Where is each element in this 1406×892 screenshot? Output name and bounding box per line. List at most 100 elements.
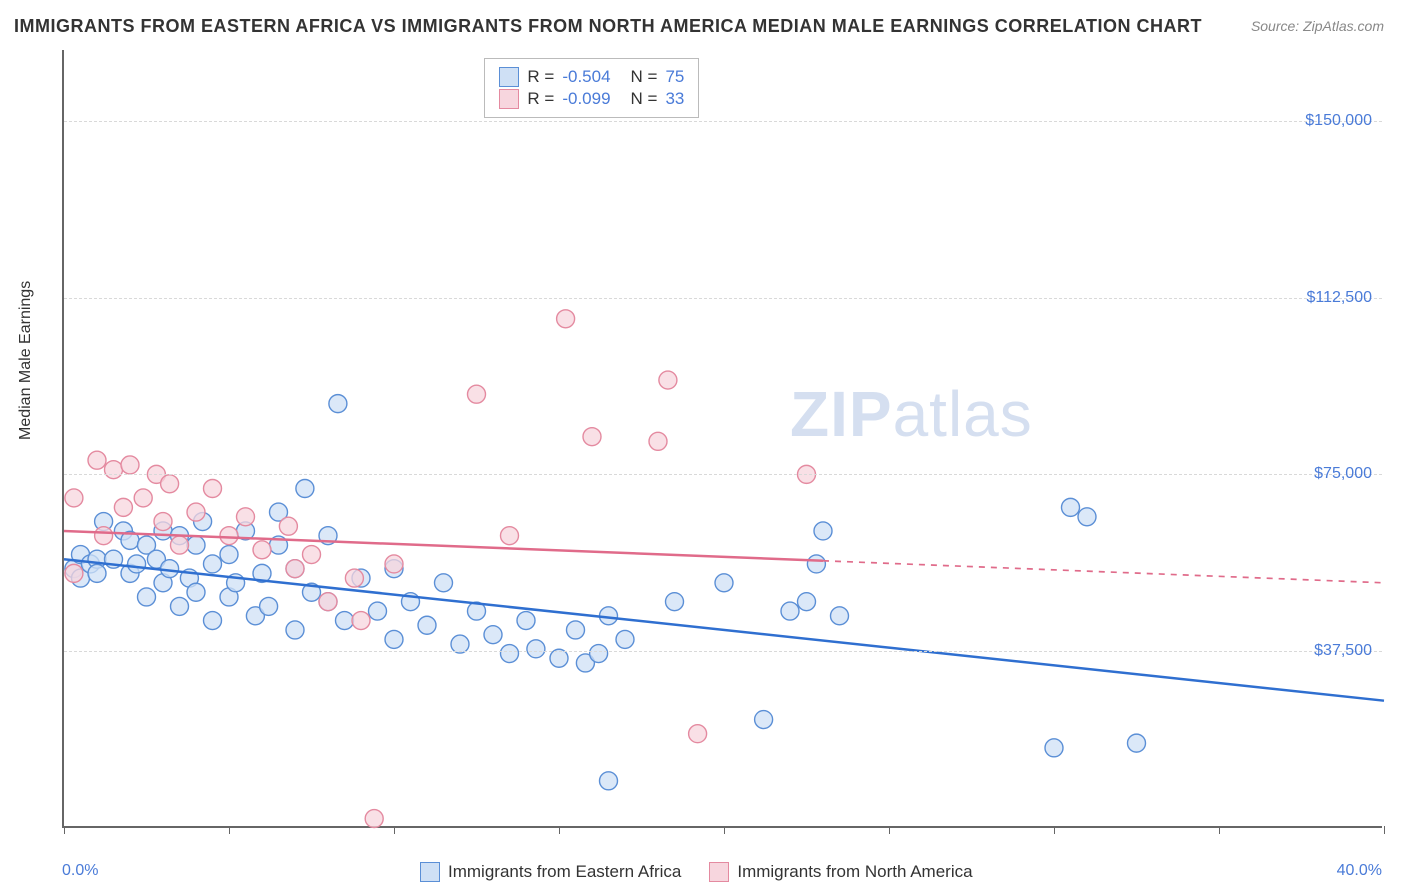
data-point <box>260 597 278 615</box>
data-point <box>204 480 222 498</box>
legend-stat-row: R = -0.504 N = 75 <box>499 67 684 87</box>
data-point <box>138 588 156 606</box>
legend-label: Immigrants from North America <box>737 862 972 882</box>
legend-swatch <box>499 67 519 87</box>
legend-r-value: -0.504 <box>562 67 610 87</box>
data-point <box>385 555 403 573</box>
data-point <box>105 461 123 479</box>
trend-line-dashed <box>823 561 1384 583</box>
data-point <box>286 560 304 578</box>
legend-item: Immigrants from Eastern Africa <box>420 862 681 882</box>
data-point <box>65 489 83 507</box>
data-point <box>187 503 205 521</box>
data-point <box>781 602 799 620</box>
data-point <box>689 725 707 743</box>
data-point <box>329 395 347 413</box>
data-point <box>807 555 825 573</box>
x-tick <box>1219 826 1220 834</box>
correlation-legend: R = -0.504 N = 75 R = -0.099 N = 33 <box>484 58 699 118</box>
legend-n-value: 75 <box>665 67 684 87</box>
data-point <box>583 428 601 446</box>
data-point <box>616 630 634 648</box>
data-point <box>161 475 179 493</box>
data-point <box>204 555 222 573</box>
data-point <box>204 612 222 630</box>
data-point <box>517 612 535 630</box>
data-point <box>590 645 608 663</box>
data-point <box>831 607 849 625</box>
x-tick <box>1384 826 1385 834</box>
legend-swatch <box>499 89 519 109</box>
chart-title: IMMIGRANTS FROM EASTERN AFRICA VS IMMIGR… <box>14 16 1202 37</box>
x-axis-min-label: 0.0% <box>62 862 98 880</box>
data-point <box>303 546 321 564</box>
data-point <box>88 564 106 582</box>
legend-swatch <box>709 862 729 882</box>
data-point <box>286 621 304 639</box>
x-tick <box>394 826 395 834</box>
legend-n-value: 33 <box>665 89 684 109</box>
data-point <box>88 451 106 469</box>
plot-area: ZIPatlas $37,500$75,000$112,500$150,000 <box>62 50 1382 828</box>
data-point <box>187 536 205 554</box>
data-point <box>600 772 618 790</box>
data-point <box>659 371 677 389</box>
data-point <box>171 536 189 554</box>
x-tick <box>559 826 560 834</box>
gridline-h <box>64 474 1382 475</box>
x-tick <box>724 826 725 834</box>
gridline-h <box>64 298 1382 299</box>
data-point <box>798 593 816 611</box>
data-point <box>501 645 519 663</box>
source-attribution: Source: ZipAtlas.com <box>1251 18 1384 34</box>
data-point <box>121 456 139 474</box>
data-point <box>279 517 297 535</box>
data-point <box>128 555 146 573</box>
data-point <box>237 508 255 526</box>
y-axis-label: Median Male Earnings <box>17 281 35 440</box>
data-point <box>365 810 383 828</box>
data-point <box>649 432 667 450</box>
data-point <box>220 527 238 545</box>
data-point <box>187 583 205 601</box>
y-tick-label: $150,000 <box>1305 112 1372 130</box>
x-tick <box>889 826 890 834</box>
data-point <box>567 621 585 639</box>
data-point <box>154 513 172 531</box>
legend-r-value: -0.099 <box>562 89 610 109</box>
chart-svg <box>64 50 1382 826</box>
data-point <box>557 310 575 328</box>
data-point <box>114 498 132 516</box>
data-point <box>65 564 83 582</box>
data-point <box>468 385 486 403</box>
data-point <box>296 480 314 498</box>
x-tick <box>64 826 65 834</box>
legend-item: Immigrants from North America <box>709 862 972 882</box>
legend-r-label: R = <box>527 89 554 109</box>
legend-n-label: N = <box>631 89 658 109</box>
legend-r-label: R = <box>527 67 554 87</box>
data-point <box>220 546 238 564</box>
data-point <box>1045 739 1063 757</box>
data-point <box>1078 508 1096 526</box>
y-tick-label: $37,500 <box>1314 642 1372 660</box>
data-point <box>253 541 271 559</box>
data-point <box>369 602 387 620</box>
data-point <box>95 527 113 545</box>
data-point <box>418 616 436 634</box>
gridline-h <box>64 121 1382 122</box>
x-tick <box>1054 826 1055 834</box>
data-point <box>501 527 519 545</box>
data-point <box>755 711 773 729</box>
data-point <box>336 612 354 630</box>
data-point <box>814 522 832 540</box>
series-legend: Immigrants from Eastern Africa Immigrants… <box>420 862 973 882</box>
y-tick-label: $75,000 <box>1314 465 1372 483</box>
legend-n-label: N = <box>631 67 658 87</box>
data-point <box>666 593 684 611</box>
data-point <box>319 593 337 611</box>
data-point <box>345 569 363 587</box>
x-axis-max-label: 40.0% <box>1337 862 1382 880</box>
data-point <box>385 630 403 648</box>
legend-stat-row: R = -0.099 N = 33 <box>499 89 684 109</box>
